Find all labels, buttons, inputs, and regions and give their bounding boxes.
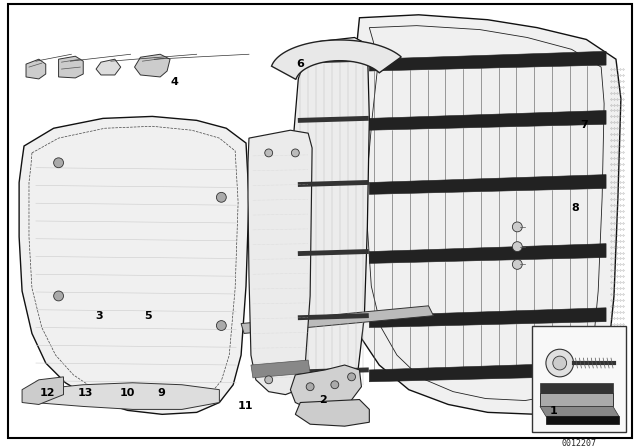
Circle shape [265, 149, 273, 157]
Polygon shape [271, 40, 401, 79]
Polygon shape [59, 56, 83, 78]
Circle shape [216, 192, 227, 202]
Text: 9: 9 [157, 388, 165, 398]
Text: 6: 6 [296, 59, 304, 69]
Polygon shape [369, 244, 606, 263]
Circle shape [306, 383, 314, 391]
Text: 5: 5 [145, 311, 152, 321]
Circle shape [331, 381, 339, 389]
Polygon shape [292, 38, 369, 402]
Polygon shape [295, 400, 369, 426]
Polygon shape [248, 130, 312, 395]
Polygon shape [251, 360, 310, 378]
Bar [532, 326, 626, 432]
Text: 10: 10 [120, 388, 135, 398]
Polygon shape [369, 175, 606, 194]
Circle shape [54, 158, 63, 168]
Circle shape [553, 356, 566, 370]
Circle shape [513, 259, 522, 269]
Polygon shape [291, 365, 362, 409]
Text: 3: 3 [95, 311, 103, 321]
Polygon shape [19, 116, 249, 414]
Text: 7: 7 [580, 120, 588, 129]
Text: 1: 1 [550, 406, 557, 416]
Circle shape [265, 376, 273, 384]
Circle shape [513, 222, 522, 232]
Text: 2: 2 [319, 395, 327, 405]
Circle shape [546, 349, 573, 377]
Polygon shape [369, 362, 606, 382]
Circle shape [54, 291, 63, 301]
Text: 11: 11 [237, 401, 253, 411]
Polygon shape [96, 59, 121, 75]
Polygon shape [369, 111, 606, 130]
Text: 0012207: 0012207 [561, 439, 596, 448]
Polygon shape [241, 306, 433, 333]
Polygon shape [22, 377, 63, 405]
Circle shape [348, 373, 355, 381]
Circle shape [513, 242, 522, 252]
Circle shape [291, 149, 300, 157]
Polygon shape [369, 52, 606, 71]
Polygon shape [134, 54, 170, 77]
Polygon shape [540, 383, 613, 392]
Polygon shape [540, 392, 613, 406]
Circle shape [216, 321, 227, 331]
Polygon shape [369, 308, 606, 327]
Text: 4: 4 [171, 77, 179, 87]
Polygon shape [34, 383, 220, 409]
Text: 8: 8 [572, 203, 580, 213]
Polygon shape [26, 59, 45, 79]
Polygon shape [340, 15, 621, 414]
Text: 13: 13 [77, 388, 93, 398]
Polygon shape [546, 416, 619, 424]
Polygon shape [540, 406, 619, 416]
Text: 12: 12 [40, 388, 55, 398]
